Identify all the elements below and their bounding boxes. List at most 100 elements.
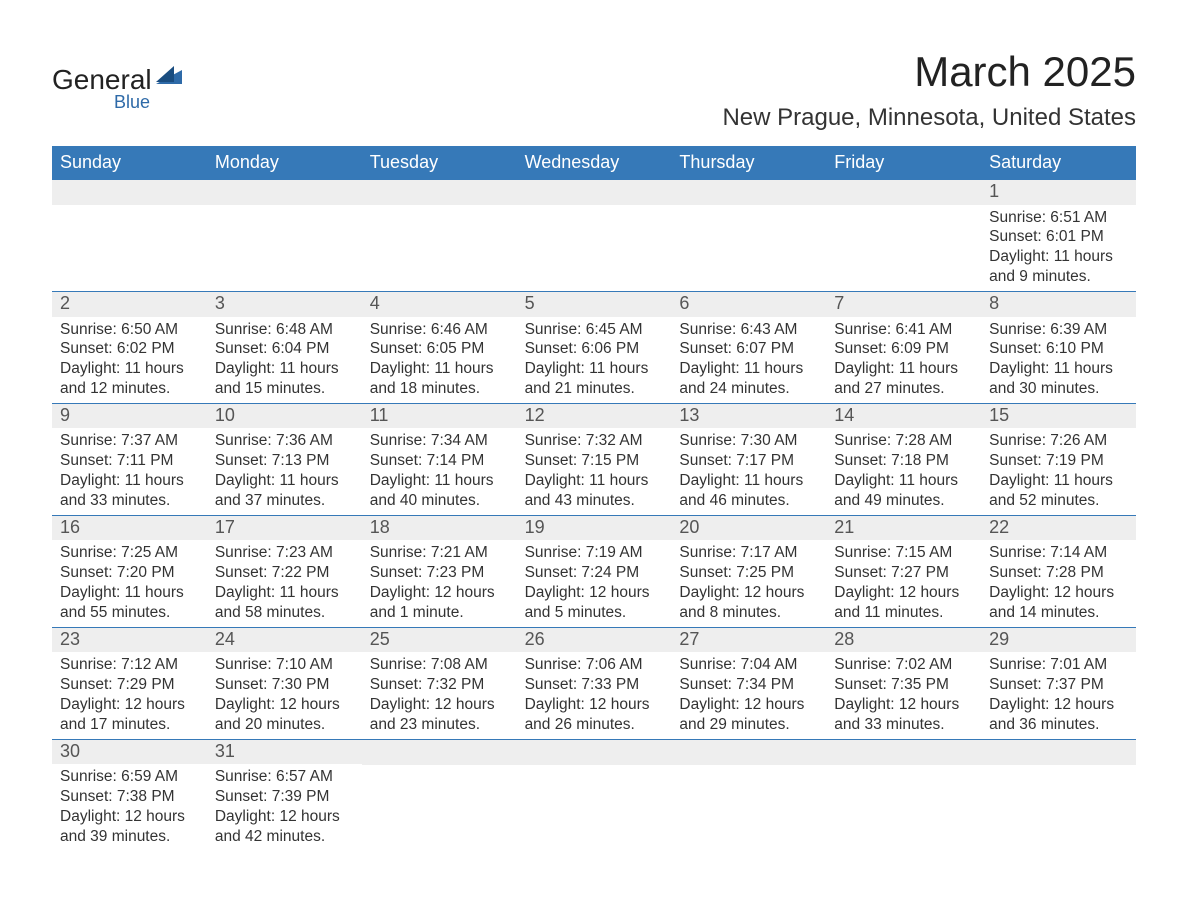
sunrise-label: Sunrise: 7:23 AM xyxy=(215,543,354,563)
day-cell: 24Sunrise: 7:10 AMSunset: 7:30 PMDayligh… xyxy=(207,628,362,739)
dow-sunday: Sunday xyxy=(52,146,207,180)
sunset-label: Sunset: 7:37 PM xyxy=(989,675,1128,695)
day-body: Sunrise: 7:23 AMSunset: 7:22 PMDaylight:… xyxy=(207,540,362,626)
dl2-label: and 21 minutes. xyxy=(525,379,664,399)
week-row: 2Sunrise: 6:50 AMSunset: 6:02 PMDaylight… xyxy=(52,291,1136,403)
sunrise-label: Sunrise: 7:15 AM xyxy=(834,543,973,563)
day-body: Sunrise: 6:46 AMSunset: 6:05 PMDaylight:… xyxy=(362,317,517,403)
day-body: Sunrise: 6:48 AMSunset: 6:04 PMDaylight:… xyxy=(207,317,362,403)
brand-sub: Blue xyxy=(114,92,182,113)
dl1-label: Daylight: 11 hours xyxy=(989,359,1128,379)
dl1-label: Daylight: 11 hours xyxy=(60,471,199,491)
day-number: 26 xyxy=(517,628,672,653)
day-body: Sunrise: 7:21 AMSunset: 7:23 PMDaylight:… xyxy=(362,540,517,626)
sunrise-label: Sunrise: 6:48 AM xyxy=(215,320,354,340)
day-number: 27 xyxy=(671,628,826,653)
day-cell: 13Sunrise: 7:30 AMSunset: 7:17 PMDayligh… xyxy=(671,404,826,515)
day-number: 12 xyxy=(517,404,672,429)
dl1-label: Daylight: 12 hours xyxy=(525,695,664,715)
day-cell: 2Sunrise: 6:50 AMSunset: 6:02 PMDaylight… xyxy=(52,292,207,403)
empty-day-num xyxy=(517,180,672,205)
sunrise-label: Sunrise: 7:04 AM xyxy=(679,655,818,675)
weeks-container: 1Sunrise: 6:51 AMSunset: 6:01 PMDaylight… xyxy=(52,180,1136,850)
day-body: Sunrise: 7:17 AMSunset: 7:25 PMDaylight:… xyxy=(671,540,826,626)
dl2-label: and 5 minutes. xyxy=(525,603,664,623)
dl2-label: and 42 minutes. xyxy=(215,827,354,847)
dl2-label: and 9 minutes. xyxy=(989,267,1128,287)
sunrise-label: Sunrise: 7:28 AM xyxy=(834,431,973,451)
day-cell xyxy=(671,740,826,851)
dl1-label: Daylight: 11 hours xyxy=(834,359,973,379)
day-body: Sunrise: 6:45 AMSunset: 6:06 PMDaylight:… xyxy=(517,317,672,403)
day-cell xyxy=(826,740,981,851)
sunset-label: Sunset: 7:17 PM xyxy=(679,451,818,471)
day-cell xyxy=(52,180,207,291)
day-body: Sunrise: 7:12 AMSunset: 7:29 PMDaylight:… xyxy=(52,652,207,738)
empty-day-num xyxy=(362,740,517,765)
day-cell: 19Sunrise: 7:19 AMSunset: 7:24 PMDayligh… xyxy=(517,516,672,627)
dow-monday: Monday xyxy=(207,146,362,180)
dl1-label: Daylight: 12 hours xyxy=(370,583,509,603)
calendar: Sunday Monday Tuesday Wednesday Thursday… xyxy=(52,146,1136,850)
sunset-label: Sunset: 7:29 PM xyxy=(60,675,199,695)
day-cell: 23Sunrise: 7:12 AMSunset: 7:29 PMDayligh… xyxy=(52,628,207,739)
day-cell: 16Sunrise: 7:25 AMSunset: 7:20 PMDayligh… xyxy=(52,516,207,627)
day-cell: 8Sunrise: 6:39 AMSunset: 6:10 PMDaylight… xyxy=(981,292,1136,403)
day-body: Sunrise: 6:59 AMSunset: 7:38 PMDaylight:… xyxy=(52,764,207,850)
sunrise-label: Sunrise: 7:25 AM xyxy=(60,543,199,563)
dl2-label: and 37 minutes. xyxy=(215,491,354,511)
day-body: Sunrise: 6:43 AMSunset: 6:07 PMDaylight:… xyxy=(671,317,826,403)
dow-friday: Friday xyxy=(826,146,981,180)
day-body: Sunrise: 7:14 AMSunset: 7:28 PMDaylight:… xyxy=(981,540,1136,626)
dl2-label: and 26 minutes. xyxy=(525,715,664,735)
sunrise-label: Sunrise: 7:36 AM xyxy=(215,431,354,451)
dl1-label: Daylight: 11 hours xyxy=(60,583,199,603)
empty-day-num xyxy=(671,180,826,205)
day-cell: 28Sunrise: 7:02 AMSunset: 7:35 PMDayligh… xyxy=(826,628,981,739)
empty-day-num xyxy=(362,180,517,205)
day-cell: 21Sunrise: 7:15 AMSunset: 7:27 PMDayligh… xyxy=(826,516,981,627)
sunrise-label: Sunrise: 7:01 AM xyxy=(989,655,1128,675)
dl1-label: Daylight: 12 hours xyxy=(370,695,509,715)
dl1-label: Daylight: 12 hours xyxy=(989,583,1128,603)
dl2-label: and 14 minutes. xyxy=(989,603,1128,623)
dl2-label: and 11 minutes. xyxy=(834,603,973,623)
day-body: Sunrise: 7:37 AMSunset: 7:11 PMDaylight:… xyxy=(52,428,207,514)
dl1-label: Daylight: 11 hours xyxy=(525,359,664,379)
brand-name: General xyxy=(52,66,152,94)
day-body: Sunrise: 7:30 AMSunset: 7:17 PMDaylight:… xyxy=(671,428,826,514)
sunset-label: Sunset: 6:04 PM xyxy=(215,339,354,359)
dl1-label: Daylight: 11 hours xyxy=(834,471,973,491)
dl1-label: Daylight: 12 hours xyxy=(834,583,973,603)
day-body: Sunrise: 7:26 AMSunset: 7:19 PMDaylight:… xyxy=(981,428,1136,514)
dl2-label: and 36 minutes. xyxy=(989,715,1128,735)
sunrise-label: Sunrise: 6:51 AM xyxy=(989,208,1128,228)
dow-wednesday: Wednesday xyxy=(517,146,672,180)
day-number: 13 xyxy=(671,404,826,429)
empty-day-num xyxy=(826,740,981,765)
sunset-label: Sunset: 7:32 PM xyxy=(370,675,509,695)
dl2-label: and 55 minutes. xyxy=(60,603,199,623)
day-number: 11 xyxy=(362,404,517,429)
day-body: Sunrise: 6:51 AMSunset: 6:01 PMDaylight:… xyxy=(981,205,1136,291)
dl1-label: Daylight: 12 hours xyxy=(215,807,354,827)
sunrise-label: Sunrise: 6:39 AM xyxy=(989,320,1128,340)
week-row: 1Sunrise: 6:51 AMSunset: 6:01 PMDaylight… xyxy=(52,180,1136,291)
day-number: 3 xyxy=(207,292,362,317)
day-number: 4 xyxy=(362,292,517,317)
day-body: Sunrise: 7:32 AMSunset: 7:15 PMDaylight:… xyxy=(517,428,672,514)
sunrise-label: Sunrise: 7:10 AM xyxy=(215,655,354,675)
day-body: Sunrise: 6:50 AMSunset: 6:02 PMDaylight:… xyxy=(52,317,207,403)
sunrise-label: Sunrise: 7:06 AM xyxy=(525,655,664,675)
day-cell: 17Sunrise: 7:23 AMSunset: 7:22 PMDayligh… xyxy=(207,516,362,627)
sunrise-label: Sunrise: 7:19 AM xyxy=(525,543,664,563)
sunrise-label: Sunrise: 7:30 AM xyxy=(679,431,818,451)
day-body: Sunrise: 7:06 AMSunset: 7:33 PMDaylight:… xyxy=(517,652,672,738)
day-cell: 29Sunrise: 7:01 AMSunset: 7:37 PMDayligh… xyxy=(981,628,1136,739)
dl2-label: and 20 minutes. xyxy=(215,715,354,735)
sunrise-label: Sunrise: 6:41 AM xyxy=(834,320,973,340)
day-body: Sunrise: 7:28 AMSunset: 7:18 PMDaylight:… xyxy=(826,428,981,514)
sunset-label: Sunset: 7:13 PM xyxy=(215,451,354,471)
sunset-label: Sunset: 7:18 PM xyxy=(834,451,973,471)
day-body: Sunrise: 7:08 AMSunset: 7:32 PMDaylight:… xyxy=(362,652,517,738)
